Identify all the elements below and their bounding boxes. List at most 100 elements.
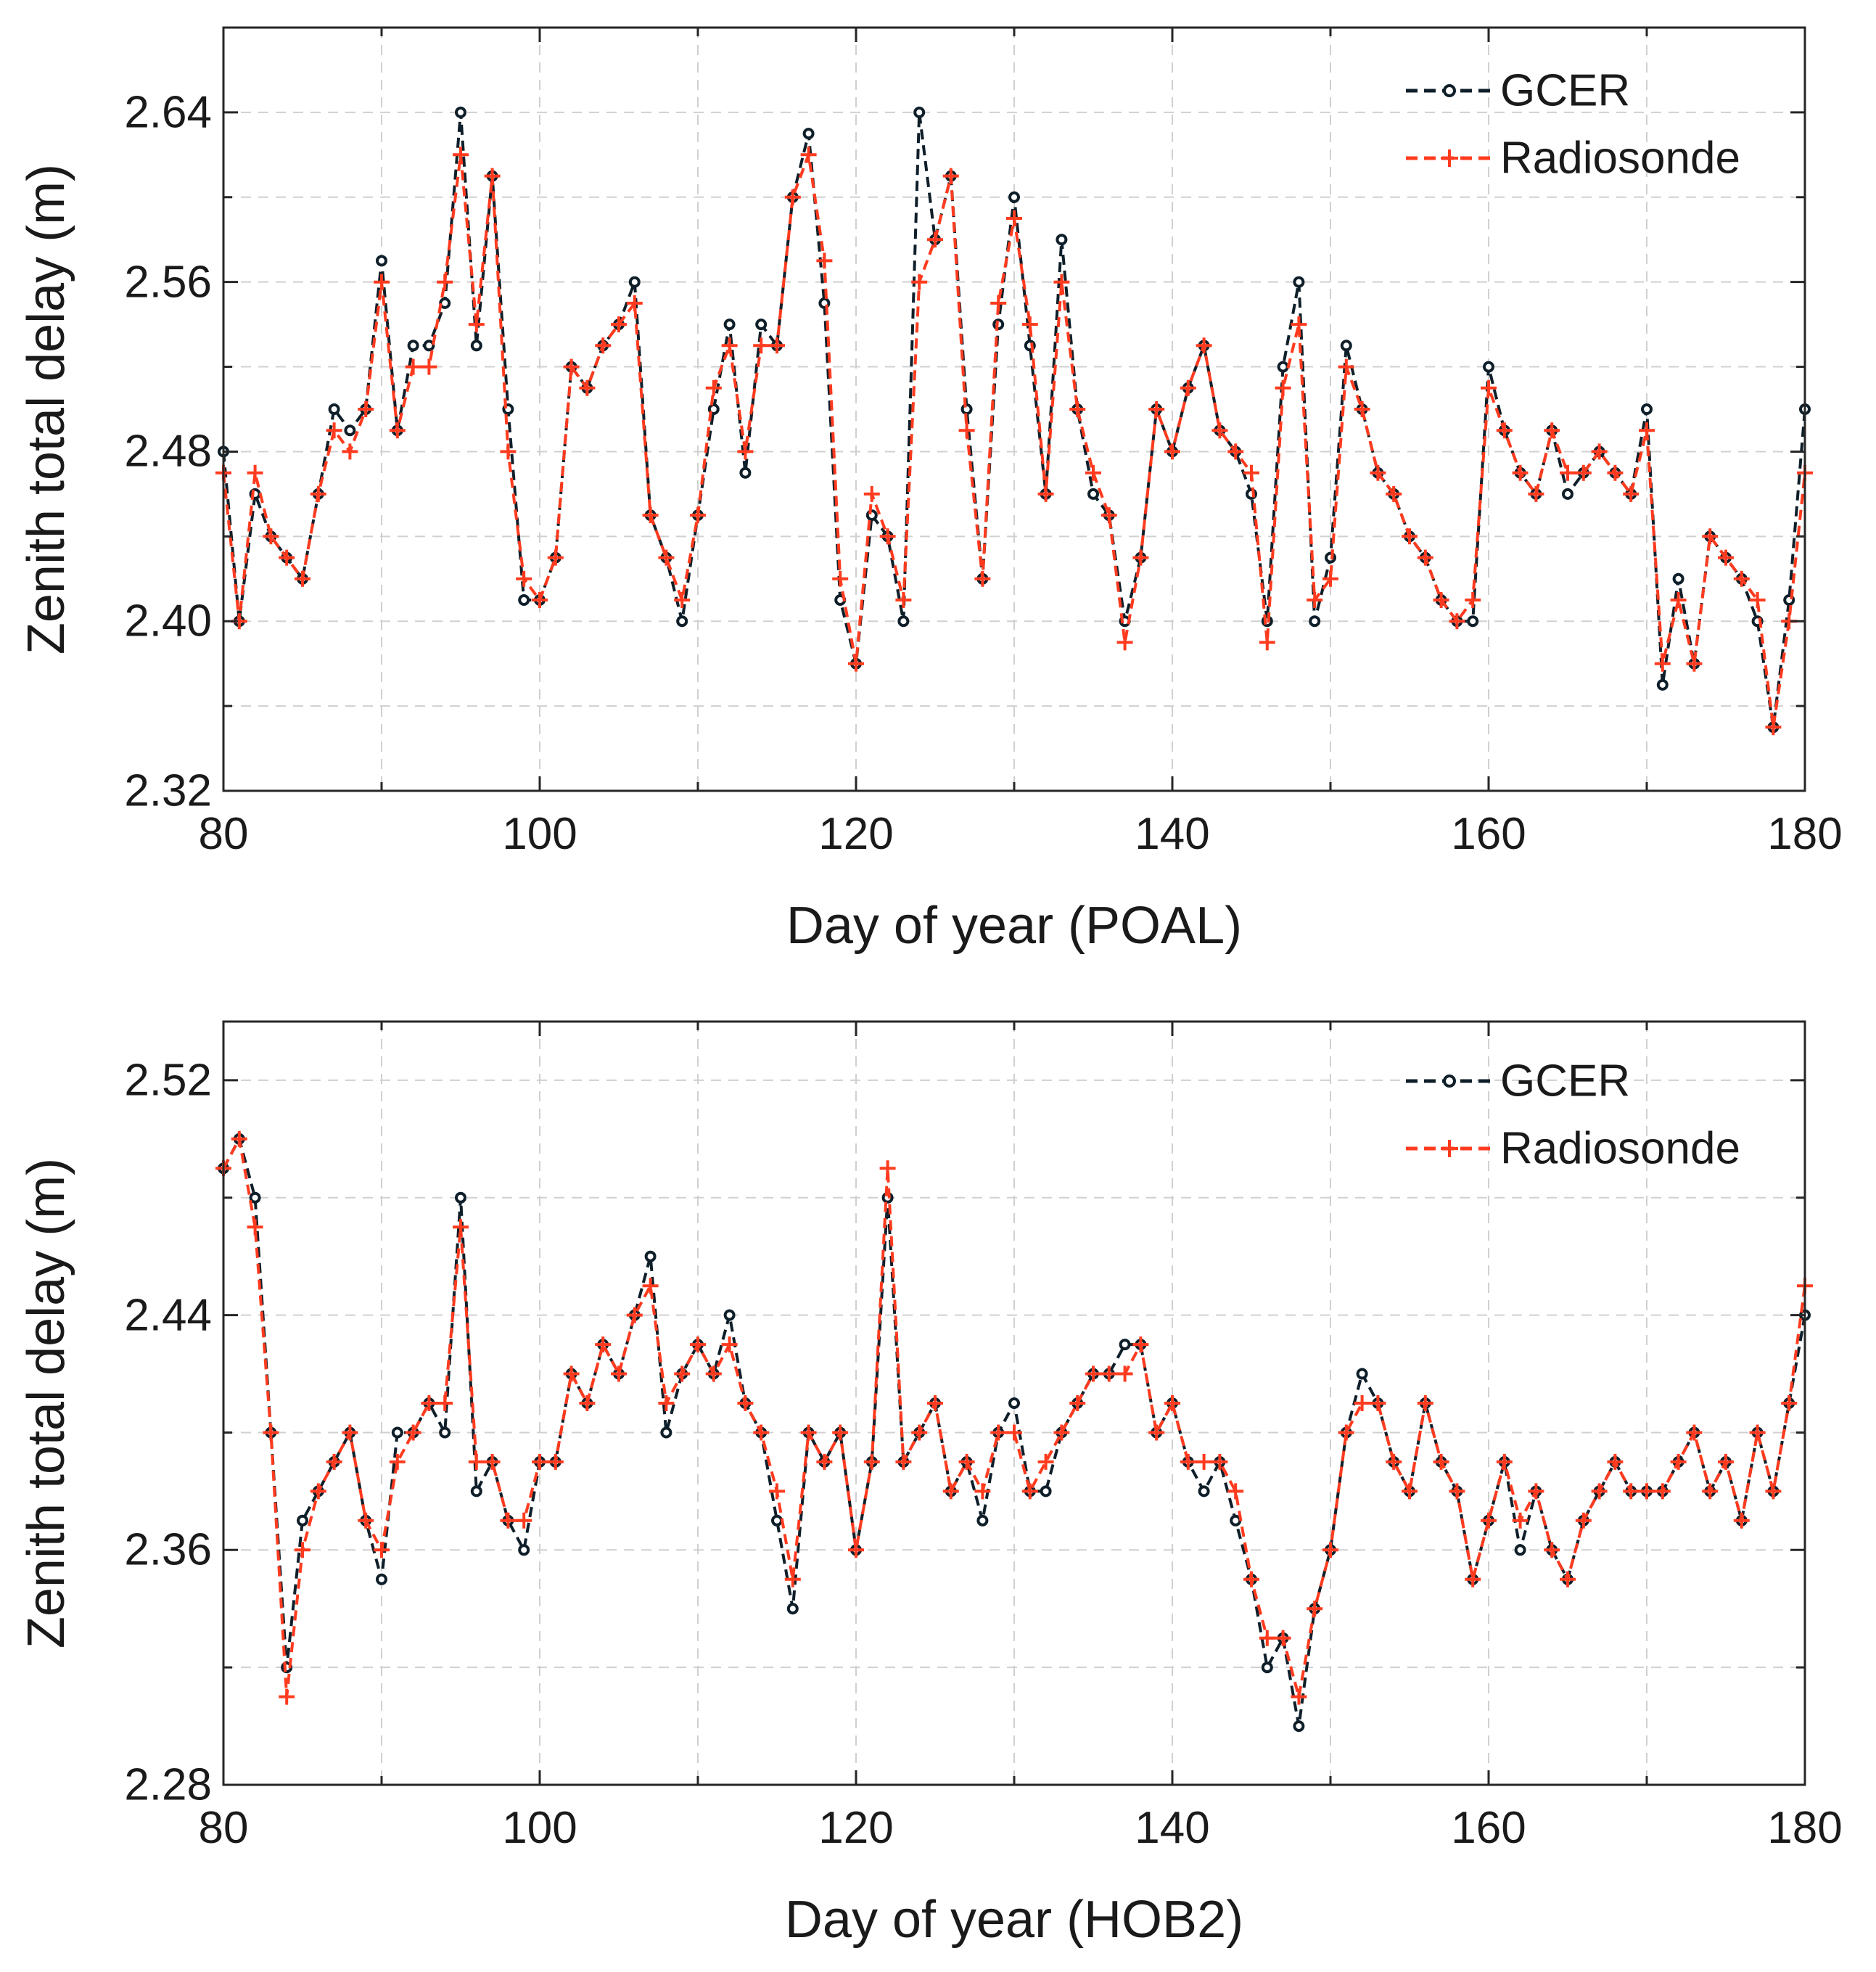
data-point-radiosonde xyxy=(816,1453,833,1470)
data-point-radiosonde xyxy=(705,1365,722,1382)
data-point-radiosonde xyxy=(879,1160,896,1177)
data-point-radiosonde xyxy=(1164,443,1180,460)
data-point-radiosonde xyxy=(310,1483,326,1500)
data-point-gcer xyxy=(723,1309,736,1321)
data-point-gcer xyxy=(518,594,530,606)
data-point-radiosonde xyxy=(1591,1483,1608,1500)
data-point-radiosonde xyxy=(832,570,849,587)
data-point-radiosonde xyxy=(547,549,564,566)
data-point-radiosonde xyxy=(895,592,912,608)
series-hob2 xyxy=(215,1130,1813,1733)
data-point-gcer xyxy=(1467,615,1479,628)
data-point-radiosonde xyxy=(1417,549,1433,566)
data-point-radiosonde xyxy=(658,549,675,566)
legend-marker-radiosonde xyxy=(1441,1140,1458,1157)
series-poal xyxy=(215,106,1813,736)
data-point-radiosonde xyxy=(1354,1395,1370,1411)
data-point-gcer xyxy=(455,1191,466,1204)
data-point-gcer xyxy=(644,1250,657,1262)
data-point-gcer xyxy=(676,615,688,628)
data-point-radiosonde xyxy=(800,1424,817,1441)
data-point-radiosonde xyxy=(374,1542,390,1558)
data-point-radiosonde xyxy=(310,485,326,502)
data-point-gcer xyxy=(391,1426,403,1439)
data-point-radiosonde xyxy=(1639,422,1655,439)
data-point-gcer xyxy=(1230,1514,1242,1527)
x-tick-label: 140 xyxy=(1135,809,1209,859)
data-point-radiosonde xyxy=(1781,1395,1798,1411)
data-point-radiosonde xyxy=(484,168,501,184)
data-point-radiosonde xyxy=(927,1395,943,1411)
data-point-radiosonde xyxy=(1307,1601,1323,1617)
x-tick-label: 180 xyxy=(1767,1803,1842,1853)
y-tick-label: 2.32 xyxy=(124,766,212,816)
data-point-radiosonde xyxy=(800,147,817,163)
data-point-radiosonde xyxy=(990,1424,1007,1441)
data-point-radiosonde xyxy=(737,443,754,460)
data-point-radiosonde xyxy=(532,592,548,608)
data-point-radiosonde xyxy=(453,1219,469,1236)
data-point-gcer xyxy=(1008,1397,1020,1409)
data-point-radiosonde xyxy=(1227,1483,1244,1500)
data-point-radiosonde xyxy=(1670,592,1687,608)
data-point-radiosonde xyxy=(911,274,928,290)
data-point-radiosonde xyxy=(911,1424,928,1441)
data-point-gcer xyxy=(249,1191,261,1204)
data-point-radiosonde xyxy=(863,1453,880,1470)
data-point-radiosonde xyxy=(721,337,738,354)
data-point-gcer xyxy=(1087,488,1099,500)
data-point-gcer xyxy=(297,1514,308,1527)
data-point-gcer xyxy=(470,340,482,352)
data-point-radiosonde xyxy=(1211,422,1228,439)
data-point-gcer xyxy=(376,1573,387,1585)
data-point-radiosonde xyxy=(1733,570,1750,587)
data-point-gcer xyxy=(1483,361,1494,373)
data-point-radiosonde xyxy=(1259,634,1275,651)
data-point-radiosonde xyxy=(437,1395,453,1411)
data-point-gcer xyxy=(660,1426,672,1439)
data-point-radiosonde xyxy=(1132,1336,1149,1353)
data-point-radiosonde xyxy=(863,485,880,502)
data-point-radiosonde xyxy=(1275,379,1291,396)
x-tick-label: 160 xyxy=(1451,809,1526,859)
data-point-radiosonde xyxy=(1100,1365,1117,1382)
legend-marker-radiosonde xyxy=(1441,149,1458,167)
data-point-radiosonde xyxy=(737,1395,754,1411)
data-point-radiosonde xyxy=(690,1336,706,1353)
data-point-radiosonde xyxy=(611,1365,627,1382)
data-point-gcer xyxy=(786,1603,799,1615)
data-point-radiosonde xyxy=(1591,443,1608,460)
data-point-gcer xyxy=(1672,572,1684,585)
data-point-radiosonde xyxy=(453,147,469,163)
data-point-radiosonde xyxy=(1639,1483,1655,1500)
data-point-radiosonde xyxy=(358,1512,374,1529)
legend-label-radiosonde: Radiosonde xyxy=(1500,1124,1740,1174)
data-point-radiosonde xyxy=(1053,274,1070,290)
data-point-radiosonde xyxy=(532,1453,548,1470)
data-point-gcer xyxy=(1309,615,1321,628)
data-point-radiosonde xyxy=(1259,1630,1275,1646)
data-point-gcer xyxy=(723,319,736,331)
data-point-radiosonde xyxy=(1100,507,1117,524)
data-point-radiosonde xyxy=(1496,422,1513,439)
data-point-radiosonde xyxy=(816,252,833,269)
data-point-radiosonde xyxy=(1449,613,1465,630)
data-point-radiosonde xyxy=(674,1365,691,1382)
data-point-gcer xyxy=(376,255,387,267)
data-point-radiosonde xyxy=(1322,1542,1338,1558)
data-point-radiosonde xyxy=(516,1512,532,1529)
data-point-radiosonde xyxy=(658,1395,675,1411)
data-point-radiosonde xyxy=(405,1424,421,1441)
data-point-radiosonde xyxy=(1718,549,1734,566)
legend-label-radiosonde: Radiosonde xyxy=(1500,133,1740,184)
x-tick-label: 120 xyxy=(818,1803,893,1853)
data-point-radiosonde xyxy=(1386,485,1402,502)
data-point-radiosonde xyxy=(263,1424,279,1441)
data-point-gcer xyxy=(802,128,815,140)
x-tick-label: 100 xyxy=(502,809,577,859)
data-point-radiosonde xyxy=(1148,401,1165,417)
y-tick-label: 2.28 xyxy=(124,1760,212,1810)
ticks-poal xyxy=(222,26,1806,792)
data-point-gcer xyxy=(407,340,419,352)
data-point-gcer xyxy=(913,106,926,118)
